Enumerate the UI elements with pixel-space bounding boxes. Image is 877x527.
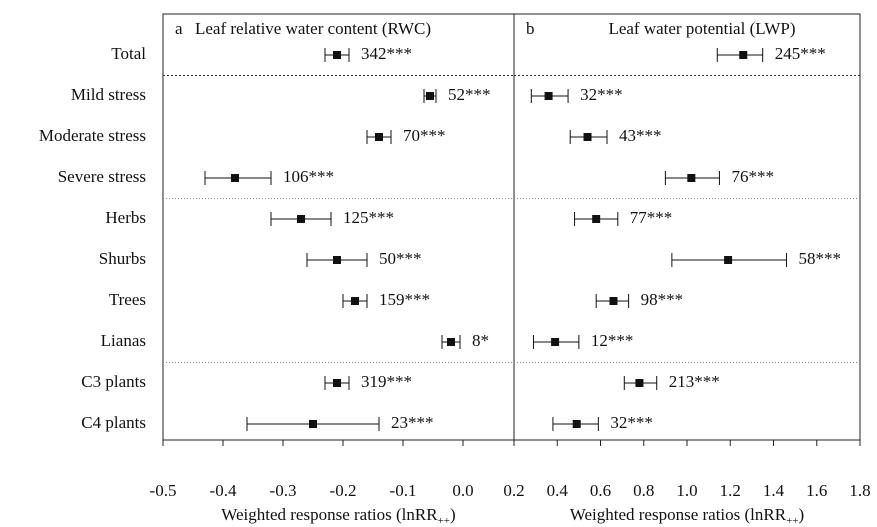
x-tick-label: 1.8 xyxy=(849,481,870,500)
point-estimate xyxy=(687,174,696,182)
point-estimate xyxy=(583,133,592,141)
point-estimate xyxy=(426,92,434,100)
point-estimate xyxy=(572,420,581,428)
x-tick-label: 1.6 xyxy=(806,481,827,500)
annotation: 98*** xyxy=(641,290,684,309)
point-estimate xyxy=(447,338,455,346)
point-estimate xyxy=(739,51,748,59)
x-tick-label: 0.0 xyxy=(452,481,473,500)
annotation: 12*** xyxy=(591,331,634,350)
x-axis-label: Weighted response ratios (lnRR++) xyxy=(221,505,455,527)
point-estimate xyxy=(724,256,733,264)
annotation: 125*** xyxy=(343,208,394,227)
x-axis-label: Weighted response ratios (lnRR++) xyxy=(570,505,804,527)
panel-letter: b xyxy=(526,19,535,38)
annotation: 70*** xyxy=(403,126,446,145)
x-axis-label-part: ) xyxy=(799,505,805,524)
annotation: 23*** xyxy=(391,413,434,432)
x-tick-label: 0.4 xyxy=(547,481,569,500)
x-tick-label: 1.2 xyxy=(720,481,741,500)
annotation: 245*** xyxy=(775,44,826,63)
x-axis-label-part: ++ xyxy=(438,515,450,527)
annotation: 50*** xyxy=(379,249,422,268)
point-estimate xyxy=(333,51,341,59)
x-axis-label-part: Weighted response ratios (lnRR xyxy=(570,505,787,524)
panel-a-frame xyxy=(162,13,515,441)
annotation: 77*** xyxy=(630,208,673,227)
annotation: 52*** xyxy=(448,85,491,104)
annotation: 76*** xyxy=(731,167,774,186)
annotation: 106*** xyxy=(283,167,334,186)
y-tick-label: C4 plants xyxy=(81,413,146,432)
x-tick-label: 0.8 xyxy=(633,481,654,500)
x-axis-label-part: ++ xyxy=(786,515,798,527)
point-estimate xyxy=(351,297,359,305)
point-estimate xyxy=(635,379,644,387)
panel-title: Leaf relative water content (RWC) xyxy=(195,19,431,38)
annotation: 58*** xyxy=(798,249,841,268)
annotation: 159*** xyxy=(379,290,430,309)
annotation: 43*** xyxy=(619,126,662,145)
y-tick-label: Moderate stress xyxy=(39,126,146,145)
y-tick-label: Severe stress xyxy=(58,167,146,186)
x-tick-label: 1.0 xyxy=(676,481,697,500)
point-estimate xyxy=(333,256,341,264)
x-tick-label: 1.4 xyxy=(763,481,785,500)
annotation: 32*** xyxy=(580,85,623,104)
point-estimate xyxy=(333,379,341,387)
x-tick-label: -0.5 xyxy=(150,481,177,500)
annotation: 213*** xyxy=(669,372,720,391)
y-tick-label: Trees xyxy=(109,290,146,309)
y-tick-label: Mild stress xyxy=(71,85,146,104)
y-tick-label: Lianas xyxy=(101,331,146,350)
annotation: 8* xyxy=(472,331,489,350)
annotation: 342*** xyxy=(361,44,412,63)
panel-letter: a xyxy=(175,19,183,38)
annotation: 319*** xyxy=(361,372,412,391)
point-estimate xyxy=(609,297,618,305)
x-tick-label: -0.2 xyxy=(330,481,357,500)
annotation: 32*** xyxy=(610,413,653,432)
point-estimate xyxy=(297,215,305,223)
x-tick-label: 0.6 xyxy=(590,481,611,500)
x-axis-label-part: Weighted response ratios (lnRR xyxy=(221,505,438,524)
point-estimate xyxy=(551,338,560,346)
x-tick-label: 0.2 xyxy=(503,481,524,500)
y-tick-label: Herbs xyxy=(105,208,146,227)
y-tick-label: C3 plants xyxy=(81,372,146,391)
panel-title: Leaf water potential (LWP) xyxy=(608,19,795,38)
point-estimate xyxy=(375,133,383,141)
point-estimate xyxy=(592,215,601,223)
y-tick-label: Total xyxy=(111,44,146,63)
y-tick-label: Shurbs xyxy=(99,249,146,268)
x-tick-label: -0.1 xyxy=(390,481,417,500)
point-estimate xyxy=(544,92,553,100)
point-estimate xyxy=(309,420,317,428)
x-tick-label: -0.3 xyxy=(270,481,297,500)
x-axis-label-part: ) xyxy=(450,505,456,524)
point-estimate xyxy=(231,174,239,182)
x-tick-label: -0.4 xyxy=(210,481,237,500)
